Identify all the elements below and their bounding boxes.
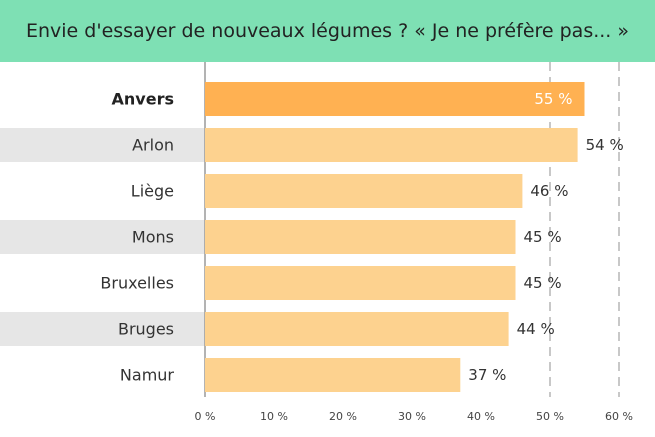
x-tick-label: 30 %: [398, 410, 426, 423]
chart-title: Envie d'essayer de nouveaux légumes ? « …: [25, 20, 630, 42]
row-stripe: [0, 220, 205, 254]
bar: [205, 358, 461, 392]
row-stripe: [0, 312, 205, 346]
bar-chart: Anvers 55 % Arlon 54 % Liège 46 % Mons 45 % Brux…: [0, 62, 633, 423]
row-stripe: [0, 128, 205, 162]
value-label: 37 %: [468, 366, 506, 384]
x-tick-label: 50 %: [536, 410, 564, 423]
value-label: 55 %: [534, 90, 572, 108]
bar: [205, 312, 509, 346]
x-tick-label: 20 %: [329, 410, 357, 423]
bar: [205, 174, 523, 208]
value-label: 45 %: [524, 228, 562, 246]
category-label: Anvers: [112, 90, 174, 109]
chart-header: Envie d'essayer de nouveaux légumes ? « …: [0, 0, 655, 62]
x-tick-label: 10 %: [260, 410, 288, 423]
category-label: Arlon: [132, 136, 174, 155]
value-label: 44 %: [517, 320, 555, 338]
bar: [205, 82, 585, 116]
value-label: 46 %: [530, 182, 568, 200]
bar: [205, 220, 516, 254]
bar: [205, 128, 578, 162]
value-label: 45 %: [524, 274, 562, 292]
category-label: Mons: [132, 228, 174, 247]
category-label: Liège: [131, 182, 174, 201]
value-label: 54 %: [586, 136, 624, 154]
x-tick-label: 0 %: [195, 410, 216, 423]
x-tick-label: 60 %: [605, 410, 633, 423]
category-label: Bruxelles: [100, 274, 174, 293]
x-tick-label: 40 %: [467, 410, 495, 423]
category-label: Namur: [120, 366, 175, 385]
bar: [205, 266, 516, 300]
category-label: Bruges: [118, 320, 174, 339]
